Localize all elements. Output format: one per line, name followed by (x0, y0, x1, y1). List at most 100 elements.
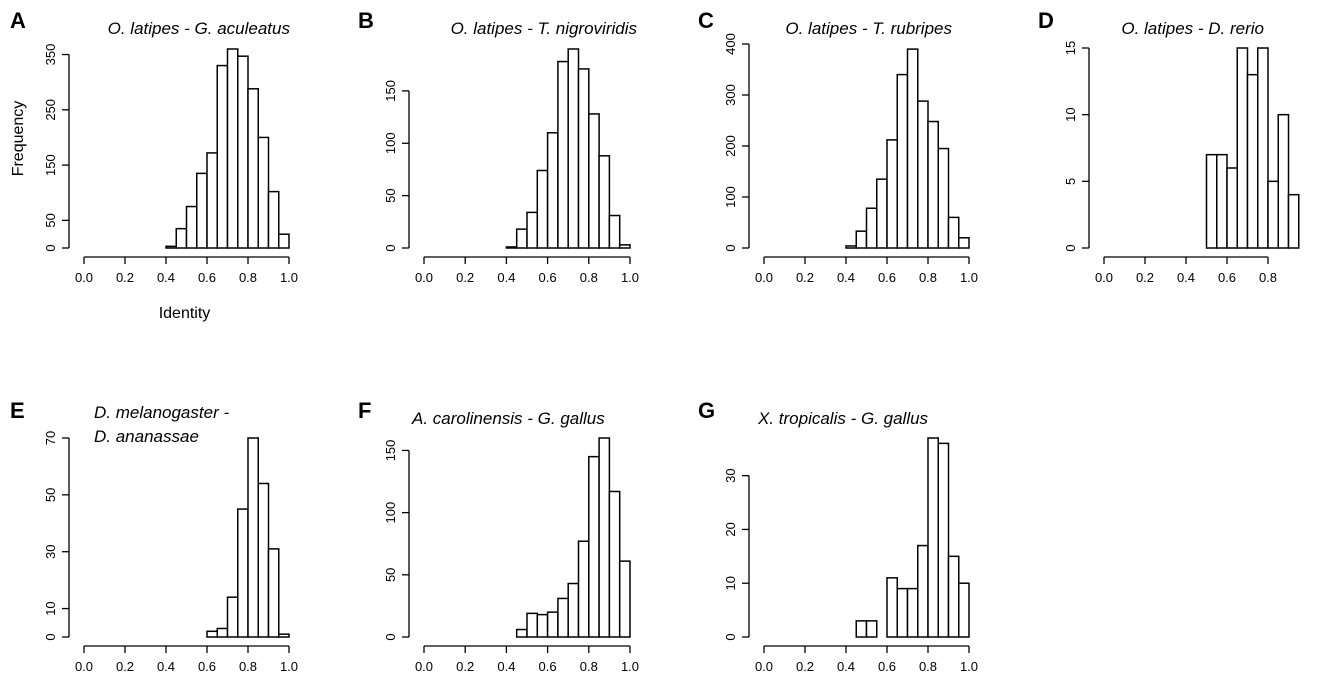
histogram-bar (845, 245, 857, 249)
y-tick-label: 70 (43, 431, 58, 445)
y-tick-label: 150 (383, 440, 398, 462)
panel-letter-a: A (10, 8, 26, 33)
x-tick-label: 0.6 (539, 270, 557, 285)
y-tick-label: 15 (1063, 41, 1078, 55)
x-tick-label: 0.2 (116, 270, 134, 285)
x-tick-label: 0.8 (239, 659, 257, 674)
histogram-bar (557, 60, 569, 249)
histogram-bar (865, 207, 878, 249)
histogram-bar (515, 628, 528, 638)
histogram-bar (567, 48, 580, 249)
histogram-bar (917, 100, 929, 249)
y-tick-label: 150 (43, 154, 58, 176)
x-tick-label: 0.0 (755, 270, 773, 285)
x-tick-label: 0.2 (796, 270, 814, 285)
panel-letter-g: G (698, 398, 715, 423)
panel-title-e: D. melanogaster - (94, 403, 229, 422)
histogram-bar (257, 482, 270, 638)
x-tick-label: 1.0 (280, 270, 298, 285)
x-tick-label: 0.6 (198, 270, 216, 285)
histogram-bar (588, 113, 600, 249)
panel-letter-f: F (358, 398, 371, 423)
histogram-bar (618, 244, 631, 249)
y-tick-label: 0 (723, 244, 738, 251)
histogram-bar (598, 437, 611, 638)
y-tick-label: 50 (43, 213, 58, 227)
histogram-bar (906, 48, 919, 249)
x-tick-label: 0.2 (796, 659, 814, 674)
x-tick-label: 0.0 (75, 659, 93, 674)
y-tick-label: 0 (383, 244, 398, 251)
panel-letter-d: D (1038, 8, 1054, 33)
histogram-bar (618, 560, 631, 638)
histogram-bar (515, 228, 528, 249)
x-tick-label: 0.0 (1095, 270, 1113, 285)
histogram-bar (958, 237, 970, 249)
x-tick-label: 0.6 (539, 659, 557, 674)
histogram-bar (185, 205, 198, 249)
x-tick-label: 1.0 (280, 659, 298, 674)
histogram-bar (216, 64, 229, 249)
histogram-bar (1226, 167, 1238, 249)
histogram-bar (526, 211, 539, 249)
y-tick-label: 300 (723, 84, 738, 106)
x-tick-label: 0.0 (755, 659, 773, 674)
histogram-bar (917, 544, 929, 638)
x-tick-label: 0.6 (198, 659, 216, 674)
histogram-bar (608, 214, 621, 249)
histogram-bar (1267, 180, 1279, 249)
x-tick-label: 0.6 (878, 270, 896, 285)
x-tick-label: 0.4 (837, 659, 855, 674)
histogram-bar (937, 147, 950, 249)
x-tick-label: 0.8 (239, 270, 257, 285)
histogram-bar (526, 612, 539, 638)
histogram-bar (546, 132, 559, 249)
histogram-bar (278, 233, 290, 249)
x-tick-label: 0.0 (75, 270, 93, 285)
x-tick-label: 0.2 (456, 270, 474, 285)
panel-title-f: A. carolinensis - G. gallus (411, 409, 605, 428)
y-tick-label: 10 (43, 601, 58, 615)
histogram-bar (226, 48, 239, 249)
histogram-bar (1205, 153, 1218, 249)
histogram-bar (1246, 73, 1259, 249)
histogram-bar (1277, 113, 1290, 249)
histogram-bar (546, 611, 559, 638)
y-axis-title-a: Frequency (10, 101, 27, 177)
panel-letter-b: B (358, 8, 374, 33)
histogram-bar (257, 136, 270, 249)
panel-title-c: O. latipes - T. rubripes (785, 19, 952, 38)
histogram-bar (947, 216, 960, 249)
x-tick-label: 0.4 (497, 659, 515, 674)
histogram-bar (577, 68, 590, 249)
panel-title-g: X. tropicalis - G. gallus (757, 409, 929, 428)
histogram-bar (876, 178, 888, 249)
y-tick-label: 0 (1063, 244, 1078, 251)
y-tick-label: 50 (383, 568, 398, 582)
x-tick-label: 0.4 (157, 659, 175, 674)
x-tick-label: 0.4 (157, 270, 175, 285)
x-tick-label: 0.6 (1218, 270, 1236, 285)
histogram-bar (886, 577, 898, 638)
histogram-bar (896, 73, 909, 249)
panel-letter-e: E (10, 398, 25, 423)
panel-title-d: O. latipes - D. rerio (1121, 19, 1264, 38)
histogram-bar (947, 555, 960, 638)
histogram-bar (196, 172, 208, 249)
y-tick-label: 200 (723, 135, 738, 157)
x-tick-label: 0.0 (415, 659, 433, 674)
y-tick-label: 250 (43, 99, 58, 121)
histogram-bar (206, 152, 218, 249)
histogram-bar (927, 437, 939, 638)
y-tick-label: 20 (723, 522, 738, 536)
y-tick-label: 150 (383, 80, 398, 102)
histogram-bar (557, 597, 569, 638)
y-tick-label: 100 (383, 502, 398, 524)
histogram-bar (505, 246, 518, 249)
histogram-bar (886, 139, 898, 249)
histogram-bar (267, 548, 280, 638)
histogram-bar (226, 596, 239, 638)
histogram-bar (278, 633, 290, 638)
y-tick-label: 0 (43, 244, 58, 251)
